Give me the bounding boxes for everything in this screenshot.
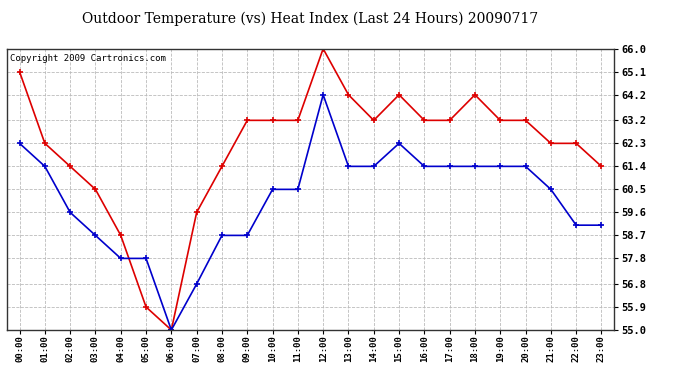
Text: Outdoor Temperature (vs) Heat Index (Last 24 Hours) 20090717: Outdoor Temperature (vs) Heat Index (Las… [82,11,539,26]
Text: Copyright 2009 Cartronics.com: Copyright 2009 Cartronics.com [10,54,166,63]
